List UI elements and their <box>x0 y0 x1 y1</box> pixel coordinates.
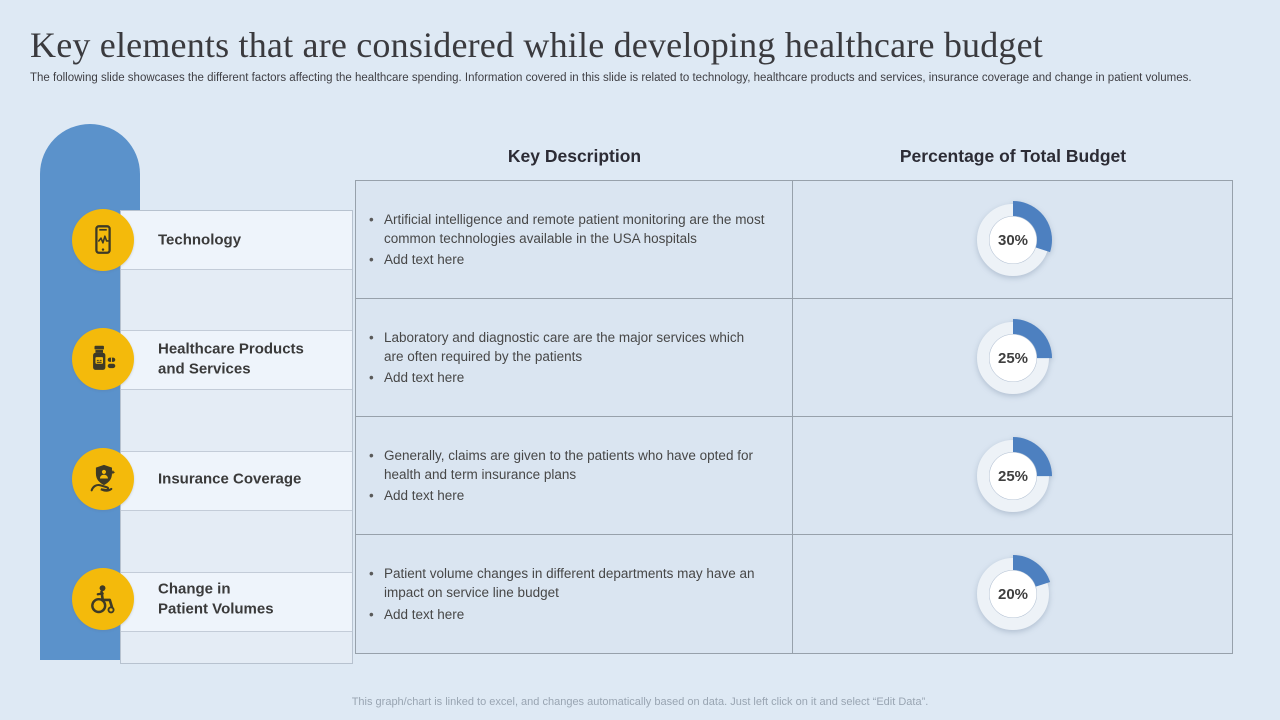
footer-note: This graph/chart is linked to excel, and… <box>351 696 929 708</box>
panel-label-segment <box>121 211 352 270</box>
description-cell: Patient volume changes in different depa… <box>356 535 793 653</box>
panel-label-segment <box>121 452 352 511</box>
description-cell: Artificial intelligence and remote patie… <box>356 181 793 299</box>
description-bullet: Add text here <box>366 368 766 387</box>
donut-arc <box>973 200 1052 279</box>
donut-arc <box>973 555 1052 633</box>
donut-arc <box>973 436 1052 515</box>
icon-circle <box>72 209 134 271</box>
donut-hole <box>989 334 1036 381</box>
icon-circle <box>72 448 134 510</box>
sidebar-item: Technology <box>72 209 362 271</box>
donut-percent-label: 25% <box>997 468 1027 485</box>
panel-spacer-segment <box>121 632 352 663</box>
description-cell: Laboratory and diagnostic care are the m… <box>356 299 793 417</box>
description-cell: Generally, claims are given to the patie… <box>356 417 793 535</box>
sidebar-item: Change in Patient Volumes <box>72 568 362 630</box>
donut-hole <box>989 452 1036 499</box>
budget-table: Artificial intelligence and remote patie… <box>355 180 1233 654</box>
description-bullet: Add text here <box>366 605 766 624</box>
description-bullet: Add text here <box>366 250 766 269</box>
icon-circle <box>72 568 134 630</box>
donut-chart: 30% <box>973 200 1052 279</box>
wheelchair-icon <box>91 585 115 614</box>
panel-label-segment <box>121 331 352 390</box>
percentage-cell: 25% <box>793 299 1232 417</box>
percentage-cell: 30% <box>793 181 1232 299</box>
column-header-percentage: Percentage of Total Budget <box>899 146 1127 166</box>
sidebar-item: Healthcare Products and Services <box>72 328 362 390</box>
percentage-cell: 25% <box>793 417 1232 535</box>
column-header-description: Key Description <box>507 146 642 166</box>
panel-spacer-segment <box>121 270 352 331</box>
percentage-cell: 20% <box>793 535 1232 653</box>
description-bullet-list: Generally, claims are given to the patie… <box>366 444 766 507</box>
donut-chart: 25% <box>973 318 1052 397</box>
donut-chart: 25% <box>973 436 1052 515</box>
donut-percent-label: 25% <box>997 350 1027 367</box>
shield-hand-icon <box>90 464 116 492</box>
sidebar-item-label: Healthcare Products and Services <box>158 340 304 378</box>
panel-spacer-segment <box>121 511 352 573</box>
donut-chart: 20% <box>973 555 1052 633</box>
category-panel <box>120 210 353 664</box>
donut-hole <box>989 570 1036 618</box>
medicine-bottle-icon <box>93 345 116 370</box>
donut-percent-label: 20% <box>997 586 1027 603</box>
sidebar-item-label: Change in Patient Volumes <box>158 580 274 618</box>
panel-spacer-segment <box>121 390 352 452</box>
sidebar-item-label: Insurance Coverage <box>158 470 302 488</box>
donut-hole <box>989 216 1036 263</box>
description-bullet: Patient volume changes in different depa… <box>366 564 766 602</box>
icon-circle <box>72 328 134 390</box>
donut-percent-label: 30% <box>997 232 1027 249</box>
sidebar-item-label: Technology <box>158 231 242 249</box>
sidebar-item: Insurance Coverage <box>72 448 362 510</box>
description-bullet: Generally, claims are given to the patie… <box>366 446 766 484</box>
description-bullet: Laboratory and diagnostic care are the m… <box>366 328 766 366</box>
description-bullet: Artificial intelligence and remote patie… <box>366 210 766 248</box>
description-bullet-list: Artificial intelligence and remote patie… <box>366 208 766 271</box>
panel-label-segment <box>121 573 352 632</box>
donut-arc <box>973 318 1052 397</box>
description-bullet-list: Patient volume changes in different depa… <box>366 562 766 625</box>
slide-subtitle: The following slide showcases the differ… <box>30 72 1192 84</box>
description-bullet: Add text here <box>366 486 766 505</box>
slide-title: Key elements that are considered while d… <box>30 25 1043 65</box>
smartphone-monitoring-icon <box>95 225 111 254</box>
description-bullet-list: Laboratory and diagnostic care are the m… <box>366 326 766 389</box>
